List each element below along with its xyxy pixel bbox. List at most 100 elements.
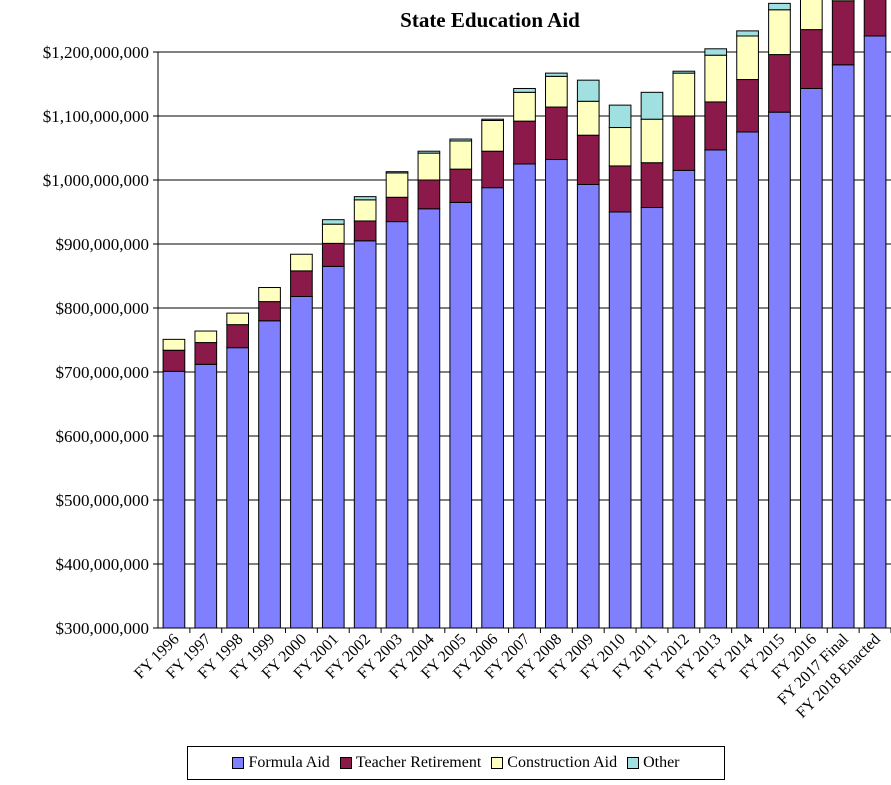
bar-segment-teacher-retirement: [863, 0, 887, 37]
y-tick-label: $900,000,000: [56, 235, 150, 254]
bar-segment-construction-aid: [608, 127, 632, 167]
bar-segment-teacher-retirement: [513, 120, 536, 165]
bar-segment-construction-aid: [162, 338, 186, 351]
bar-segment-other: [353, 196, 377, 201]
legend-item-formula-aid: Formula Aid: [232, 754, 330, 772]
y-tick-label: $1,000,000,000: [43, 171, 149, 190]
bar-segment-construction-aid: [290, 253, 313, 272]
bar-segment-teacher-retirement: [545, 106, 568, 161]
legend-label-formula-aid: Formula Aid: [248, 754, 330, 771]
bar-segment-other: [608, 104, 632, 129]
bar-segment-other: [640, 91, 664, 120]
chart-area: $300,000,000 $400,000,000 $500,000,000 $600…: [43, 0, 891, 722]
bar-segment-other: [481, 118, 504, 121]
bar-segment-teacher-retirement: [353, 220, 377, 242]
bar-segment-teacher-retirement: [768, 54, 791, 113]
bar-segment-formula-aid: [640, 207, 664, 629]
bar-segment-construction-aid: [449, 140, 473, 170]
bar-segment-formula-aid: [863, 35, 887, 629]
bar-segment-formula-aid: [449, 201, 473, 629]
bar-segment-construction-aid: [481, 119, 504, 152]
bar-segment-teacher-retirement: [576, 134, 600, 185]
bar-segment-formula-aid: [162, 370, 186, 629]
bar-segment-formula-aid: [385, 221, 409, 629]
bar-segment-construction-aid: [799, 0, 823, 31]
bar-segment-formula-aid: [704, 149, 728, 629]
bar-segment-teacher-retirement: [481, 150, 504, 189]
bar-segment-formula-aid: [513, 163, 536, 629]
bar-segment-teacher-retirement: [449, 168, 473, 203]
bar-segment-teacher-retirement: [799, 29, 823, 89]
bar-segment-construction-aid: [258, 287, 281, 303]
bar-segment-formula-aid: [194, 363, 218, 629]
y-tick-label: $1,100,000,000: [43, 107, 149, 126]
bar-segment-construction-aid: [704, 54, 728, 103]
bar-segment-formula-aid: [226, 347, 250, 629]
legend-item-other: Other: [627, 754, 680, 772]
bar-segment-formula-aid: [831, 64, 855, 629]
bar-segment-construction-aid: [513, 91, 536, 122]
bar-segment-formula-aid: [768, 111, 791, 629]
bar-segment-formula-aid: [799, 87, 823, 629]
bar-segment-formula-aid: [545, 159, 568, 629]
y-tick-label: $800,000,000: [56, 299, 150, 318]
chart-title: State Education Aid: [400, 8, 580, 32]
legend-label-other: Other: [643, 754, 680, 771]
bar-segment-construction-aid: [417, 152, 441, 181]
y-tick-label: $600,000,000: [56, 427, 150, 446]
bar-segment-construction-aid: [640, 118, 664, 164]
bar-segment-teacher-retirement: [704, 101, 728, 151]
legend-swatch-other: [627, 757, 640, 769]
legend-item-teacher-retirement: Teacher Retirement: [339, 754, 482, 772]
bar-segment-other: [768, 2, 791, 11]
bar-segment-formula-aid: [321, 265, 345, 629]
bar-segment-other: [576, 79, 600, 102]
bar-segment-other: [736, 30, 759, 37]
bar-segment-teacher-retirement: [672, 115, 696, 171]
bar-segment-formula-aid: [353, 240, 377, 629]
bar-segment-teacher-retirement: [226, 324, 250, 349]
bar-segment-teacher-retirement: [831, 0, 855, 66]
y-tick-label: $700,000,000: [56, 363, 150, 382]
bar-segment-construction-aid: [194, 330, 218, 344]
bar-segment-construction-aid: [768, 9, 791, 56]
y-tick-label: $300,000,000: [56, 619, 150, 638]
bar-segment-formula-aid: [417, 208, 441, 629]
legend-label-teacher-retirement: Teacher Retirement: [355, 754, 482, 771]
legend-swatch-teacher-retirement: [339, 757, 352, 769]
y-tick-label: $500,000,000: [56, 491, 150, 510]
y-tick-label: $400,000,000: [56, 555, 150, 574]
bar-segment-other: [545, 72, 568, 77]
bar-segment-formula-aid: [258, 320, 281, 629]
bar-segment-teacher-retirement: [321, 242, 345, 267]
bar-segment-other: [385, 171, 409, 174]
legend-item-construction-aid: Construction Aid: [491, 754, 617, 772]
bar-segment-construction-aid: [576, 100, 600, 136]
bar-segment-teacher-retirement: [162, 349, 186, 372]
bar-segment-teacher-retirement: [385, 196, 409, 223]
legend-swatch-formula-aid: [232, 757, 245, 769]
bar-segment-teacher-retirement: [194, 342, 218, 365]
bar-segment-formula-aid: [481, 187, 504, 629]
y-tick-label: $1,200,000,000: [43, 43, 149, 62]
bar-segment-construction-aid: [545, 75, 568, 108]
bar-segment-other: [449, 138, 473, 142]
bar-segment-construction-aid: [226, 312, 250, 326]
bar-segment-construction-aid: [321, 223, 345, 244]
bar-segment-formula-aid: [290, 295, 313, 629]
bar-segment-formula-aid: [608, 211, 632, 629]
bar-segment-other: [513, 87, 536, 93]
bar-segment-construction-aid: [672, 72, 696, 117]
legend-swatch-construction-aid: [491, 757, 504, 769]
bar-segment-other: [321, 219, 345, 225]
bar-segment-construction-aid: [831, 0, 855, 2]
bar-segment-construction-aid: [385, 172, 409, 198]
bar-segment-teacher-retirement: [640, 162, 664, 209]
legend: Formula Aid Teacher Retirement Construct…: [187, 746, 725, 780]
bar-segment-teacher-retirement: [608, 165, 632, 213]
bar-segment-formula-aid: [736, 131, 759, 629]
bar-segment-formula-aid: [672, 169, 696, 629]
bar-segment-teacher-retirement: [417, 179, 441, 210]
bar-segment-other: [672, 70, 696, 74]
bar-segment-other: [704, 48, 728, 56]
